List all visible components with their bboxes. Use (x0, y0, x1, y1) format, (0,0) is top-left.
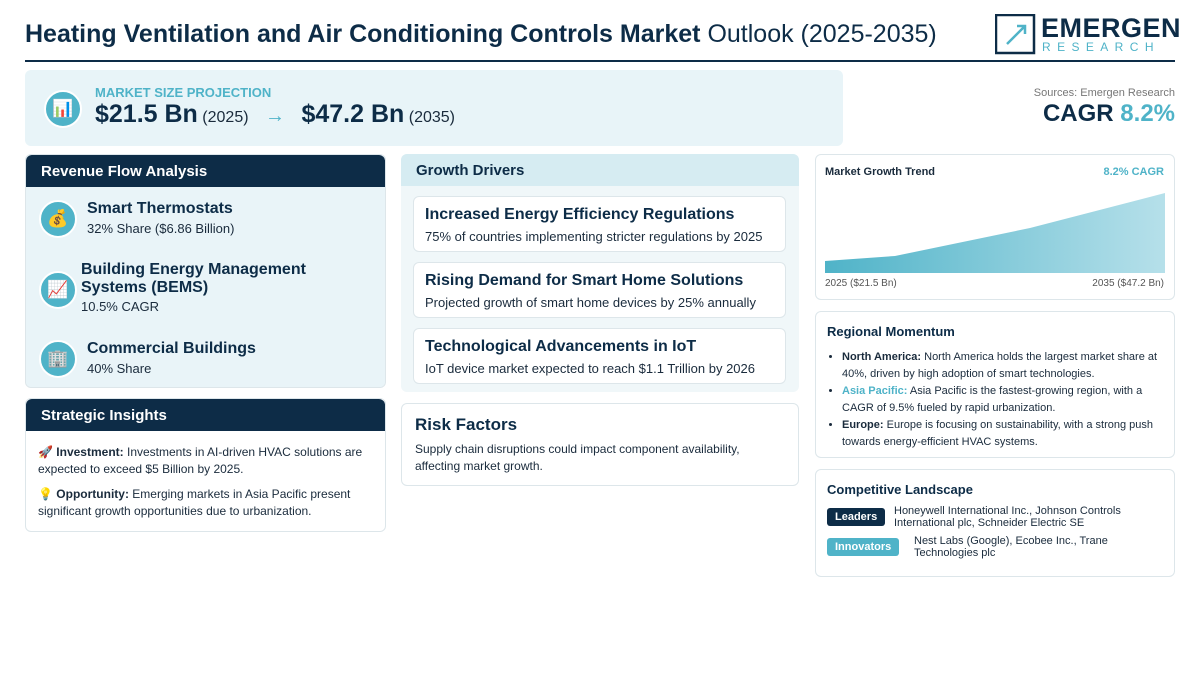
cagr: CAGR 8.2% (1043, 100, 1175, 128)
insight-text: Emerging markets in Asia Pacific present… (38, 487, 351, 518)
revenue-detail: 10.5% CAGR (81, 299, 160, 314)
competitive-box: Competitive Landscape Leaders Honeywell … (815, 469, 1175, 577)
revenue-flow-title: Revenue Flow Analysis (26, 155, 385, 187)
title: Heating Ventilation and Air Conditioning… (25, 20, 937, 49)
driver-text: IoT device market expected to reach $1.1… (425, 361, 756, 376)
trend-area (825, 193, 1165, 273)
revenue-detail: 32% Share ($6.86 Billion) (87, 221, 235, 236)
cagr-value: 8.2% (1120, 100, 1175, 127)
logo-name: EMERGEN (1041, 13, 1182, 43)
projection-label: MARKET SIZE PROJECTION (95, 85, 272, 100)
region-text: Asia Pacific is the fastest-growing regi… (842, 385, 1143, 414)
trend-cagr: 8.2% CAGR (1103, 166, 1164, 178)
rule (25, 60, 1175, 62)
revenue-item: 🏢 Commercial Buildings 40% Share (26, 328, 385, 387)
end-value: $47.2 Bn (301, 100, 405, 128)
driver-card: Rising Demand for Smart Home Solutions Pr… (413, 262, 786, 318)
insight: 💡 Opportunity: Emerging markets in Asia … (38, 486, 373, 519)
cagr-label: CAGR (1042, 100, 1114, 127)
region-name: Asia Pacific: (842, 385, 908, 397)
region-item: Europe: Europe is focusing on sustainabi… (842, 417, 1163, 450)
start-year: (2025) (202, 109, 249, 126)
innovators-badge: Innovators (827, 538, 900, 556)
end-year: (2035) (408, 109, 455, 126)
title-rest: Outlook (2025-2035) (707, 20, 937, 48)
projection-values: $21.5 Bn (2025) → $47.2 Bn (2035) (95, 100, 455, 129)
revenue-name: Commercial Buildings (87, 340, 256, 357)
insight: 🚀 Investment: Investments in AI-driven H… (38, 444, 373, 477)
region-text: North America holds the largest market s… (842, 351, 1158, 380)
driver-title: Increased Energy Efficiency Regulations (425, 206, 735, 223)
regional-title: Regional Momentum (827, 324, 955, 339)
insight-icon: 💡 (38, 487, 53, 501)
growth-drivers: Growth Drivers Increased Energy Efficien… (401, 154, 799, 392)
leaders-badge: Leaders (827, 508, 886, 526)
revenue-icon: 💰 (39, 200, 77, 238)
trend-start: 2025 ($21.5 Bn) (825, 278, 897, 289)
regional-box: Regional Momentum North America: North A… (815, 311, 1175, 458)
revenue-name: Smart Thermostats (87, 200, 233, 217)
region-item: North America: North America holds the l… (842, 349, 1163, 382)
logo-mark (995, 14, 1036, 55)
driver-title: Rising Demand for Smart Home Solutions (425, 272, 744, 289)
insight-label: Investment: (56, 445, 124, 459)
region-text: Europe is focusing on sustainability, wi… (842, 419, 1154, 448)
projection-box: 📊 MARKET SIZE PROJECTION $21.5 Bn (2025)… (25, 70, 843, 146)
revenue-name: Building Energy Management Systems (BEMS… (81, 261, 306, 296)
projection-icon: 📊 (44, 90, 82, 128)
insights-title: Strategic Insights (26, 399, 385, 431)
arrow: → (265, 105, 285, 127)
insight-text: Investments in AI-driven HVAC solutions … (38, 445, 363, 476)
competitive-title: Competitive Landscape (827, 482, 973, 497)
risk-text: Supply chain disruptions could impact co… (415, 442, 740, 473)
logo: EMERGEN RESEARCH (995, 14, 1181, 56)
region-name: Europe: (842, 419, 884, 431)
risk-title: Risk Factors (415, 415, 518, 434)
revenue-flow: Revenue Flow Analysis 💰 Smart Thermostat… (25, 154, 386, 388)
region-item: Asia Pacific: Asia Pacific is the fastes… (842, 383, 1163, 416)
sources: Sources: Emergen Research (1033, 87, 1175, 99)
trend-title: Market Growth Trend (825, 166, 936, 178)
strategic-insights: Strategic Insights 🚀 Investment: Investm… (25, 398, 386, 532)
innovators-companies: Nest Labs (Google), Ecobee Inc., Trane T… (914, 535, 1108, 559)
leaders-companies: Honeywell International Inc., Johnson Co… (894, 505, 1121, 529)
driver-text: 75% of countries implementing stricter r… (425, 229, 763, 244)
revenue-item: 📈 Building Energy Management Systems (BE… (26, 249, 385, 329)
driver-text: Projected growth of smart home devices b… (425, 295, 756, 310)
logo-sub: RESEARCH (1042, 40, 1160, 54)
insight-icon: 🚀 (38, 445, 53, 459)
trend-end: 2035 ($47.2 Bn) (1092, 278, 1164, 289)
revenue-icon: 🏢 (39, 340, 77, 378)
risk-factors: Risk Factors Supply chain disruptions co… (401, 403, 799, 486)
revenue-icon: 📈 (39, 271, 77, 309)
driver-title: Technological Advancements in IoT (425, 338, 697, 355)
regional-list: North America: North America holds the l… (827, 349, 1163, 450)
driver-card: Technological Advancements in IoT IoT dev… (413, 328, 786, 384)
start-value: $21.5 Bn (95, 100, 198, 128)
region-name: North America: (842, 351, 922, 363)
trend-box: Market Growth Trend 8.2% CAGR 2025 ($21.… (815, 154, 1175, 300)
revenue-detail: 40% Share (87, 361, 152, 376)
insight-label: Opportunity: (56, 487, 129, 501)
revenue-item: 💰 Smart Thermostats 32% Share ($6.86 Bil… (26, 187, 385, 250)
drivers-title: Growth Drivers (401, 154, 799, 186)
driver-card: Increased Energy Efficiency Regulations 7… (413, 196, 786, 252)
title-bold: Heating Ventilation and Air Conditioning… (25, 20, 701, 48)
